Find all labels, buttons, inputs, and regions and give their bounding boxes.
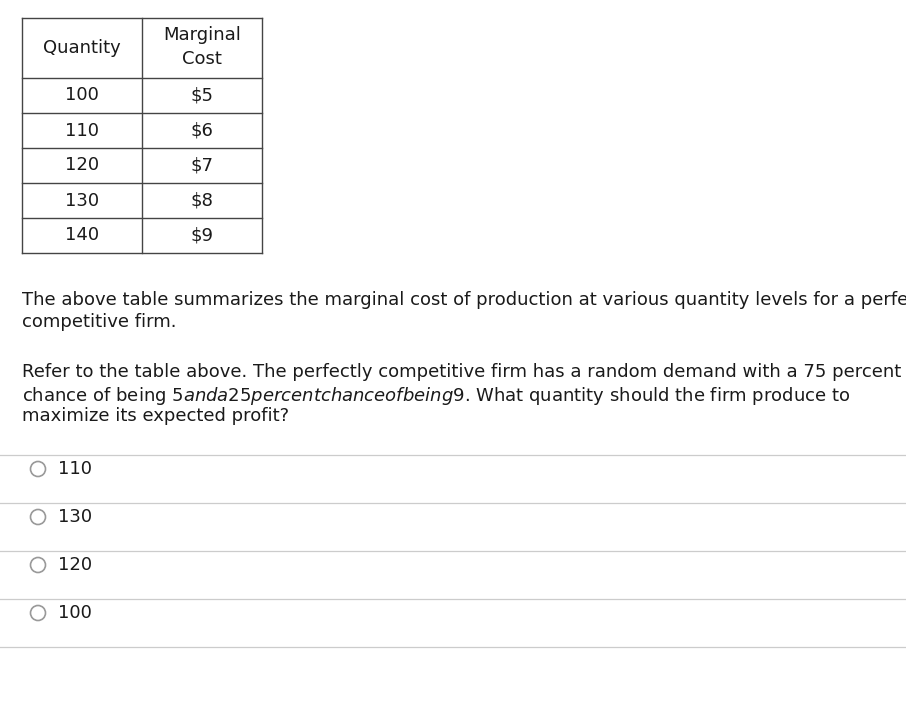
- Text: competitive firm.: competitive firm.: [22, 313, 177, 331]
- Text: 130: 130: [58, 508, 92, 526]
- Text: 110: 110: [65, 121, 99, 140]
- Text: $9: $9: [190, 226, 214, 244]
- Text: Quantity: Quantity: [43, 39, 120, 57]
- Text: 120: 120: [65, 156, 99, 174]
- Text: Marginal: Marginal: [163, 26, 241, 44]
- Text: 120: 120: [58, 556, 92, 574]
- Text: $7: $7: [190, 156, 214, 174]
- Text: The above table summarizes the marginal cost of production at various quantity l: The above table summarizes the marginal …: [22, 291, 906, 309]
- Text: Cost: Cost: [182, 50, 222, 68]
- Text: 100: 100: [65, 87, 99, 105]
- Text: Refer to the table above. The perfectly competitive firm has a random demand wit: Refer to the table above. The perfectly …: [22, 363, 901, 381]
- Text: $5: $5: [190, 87, 214, 105]
- Text: $8: $8: [190, 192, 214, 210]
- Text: 100: 100: [58, 604, 92, 622]
- Text: maximize its expected profit?: maximize its expected profit?: [22, 407, 289, 425]
- Text: 140: 140: [65, 226, 99, 244]
- Text: $6: $6: [190, 121, 214, 140]
- Text: 110: 110: [58, 460, 92, 478]
- Text: chance of being $5 and a 25 percent chance of being $9. What quantity should the: chance of being $5 and a 25 percent chan…: [22, 385, 850, 407]
- Text: 130: 130: [65, 192, 99, 210]
